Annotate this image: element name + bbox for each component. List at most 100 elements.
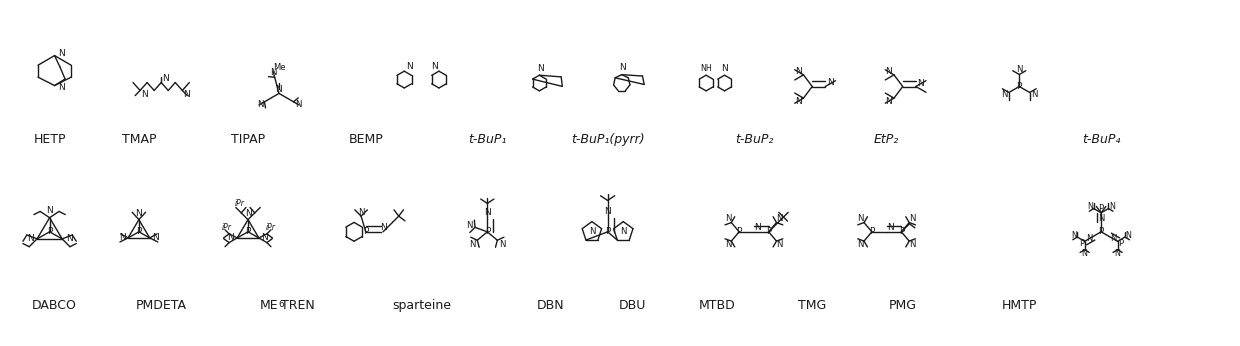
Text: N: N	[1109, 202, 1115, 211]
Text: N: N	[184, 90, 190, 99]
Text: N: N	[1081, 249, 1087, 258]
Text: NH: NH	[701, 64, 712, 73]
Text: N: N	[119, 234, 125, 243]
Text: N: N	[909, 240, 915, 249]
Text: N: N	[858, 214, 864, 223]
Text: N: N	[1030, 91, 1037, 100]
Text: DABCO: DABCO	[32, 299, 77, 312]
Text: P: P	[869, 227, 874, 236]
Text: N: N	[795, 97, 802, 106]
Text: N: N	[153, 234, 159, 243]
Text: P: P	[1118, 239, 1123, 248]
Text: N: N	[262, 234, 268, 243]
Text: BEMP: BEMP	[348, 133, 383, 146]
Text: N: N	[795, 67, 802, 76]
Text: N: N	[1097, 214, 1105, 223]
Text: N: N	[470, 239, 476, 248]
Text: N: N	[776, 214, 782, 223]
Text: N: N	[1126, 230, 1131, 239]
Text: N: N	[358, 208, 365, 217]
Text: N: N	[755, 223, 761, 232]
Text: N: N	[1115, 249, 1121, 258]
Text: N: N	[379, 223, 387, 232]
Text: N: N	[295, 100, 301, 109]
Text: TREN: TREN	[281, 299, 315, 312]
Text: MTBD: MTBD	[698, 299, 735, 312]
Text: P: P	[899, 227, 904, 236]
Text: P: P	[136, 227, 141, 236]
Text: N: N	[604, 207, 611, 216]
Text: N: N	[620, 227, 626, 236]
Text: Me: Me	[273, 63, 285, 72]
Text: iPr: iPr	[234, 199, 244, 208]
Text: TIPAP: TIPAP	[231, 133, 265, 146]
Text: HMTP: HMTP	[1002, 299, 1037, 312]
Text: N: N	[1110, 234, 1116, 243]
Text: sparteine: sparteine	[392, 299, 451, 312]
Text: N: N	[885, 97, 893, 106]
Text: N: N	[227, 234, 233, 243]
Text: t-BuP₁: t-BuP₁	[469, 133, 506, 146]
Text: N: N	[1016, 65, 1023, 74]
Text: N: N	[140, 90, 148, 99]
Text: N: N	[66, 234, 72, 243]
Text: DBU: DBU	[619, 299, 646, 312]
Text: N: N	[1002, 91, 1008, 100]
Text: N: N	[1087, 202, 1094, 211]
Text: iPr: iPr	[222, 223, 232, 232]
Text: N: N	[776, 240, 782, 249]
Text: EtP₂: EtP₂	[874, 133, 899, 146]
Text: N: N	[885, 67, 893, 76]
Text: P: P	[363, 227, 368, 236]
Text: P: P	[1017, 82, 1022, 91]
Text: N: N	[244, 209, 252, 218]
Text: N: N	[270, 68, 277, 77]
Text: N: N	[498, 239, 505, 248]
Text: N: N	[918, 79, 924, 88]
Text: P: P	[246, 227, 250, 236]
Text: N: N	[58, 83, 64, 92]
Text: P: P	[605, 227, 610, 236]
Text: N: N	[27, 234, 33, 243]
Text: PMG: PMG	[889, 299, 916, 312]
Text: N: N	[620, 63, 626, 72]
Text: N: N	[46, 206, 53, 215]
Text: N: N	[162, 74, 169, 83]
Text: DBN: DBN	[537, 299, 564, 312]
Text: N: N	[1071, 230, 1076, 239]
Text: N: N	[1086, 234, 1092, 243]
Text: N: N	[275, 85, 283, 94]
Text: N: N	[909, 214, 915, 223]
Text: P: P	[1099, 227, 1104, 236]
Text: N: N	[725, 240, 732, 249]
Text: N: N	[537, 64, 543, 73]
Text: PMDETA: PMDETA	[135, 299, 187, 312]
Text: P: P	[485, 227, 490, 236]
Text: t-BuP₂: t-BuP₂	[735, 133, 773, 146]
Text: N: N	[58, 49, 64, 58]
Text: iPr: iPr	[267, 223, 277, 232]
Text: N: N	[725, 214, 732, 223]
Text: N: N	[257, 100, 263, 109]
Text: P: P	[1099, 204, 1104, 213]
Text: 6: 6	[279, 300, 284, 309]
Text: HETP: HETP	[33, 133, 66, 146]
Text: N: N	[432, 62, 438, 71]
Text: ME: ME	[260, 299, 279, 312]
Text: N: N	[135, 209, 143, 218]
Text: N: N	[888, 223, 894, 232]
Text: TMG: TMG	[799, 299, 826, 312]
Text: P: P	[766, 227, 771, 236]
Text: t-BuP₄: t-BuP₄	[1083, 133, 1120, 146]
Text: N: N	[466, 221, 472, 230]
Text: N: N	[405, 62, 413, 71]
Text: P: P	[737, 227, 742, 236]
Text: TMAP: TMAP	[122, 133, 156, 146]
Text: N: N	[589, 227, 595, 236]
Text: N: N	[484, 208, 491, 217]
Text: N: N	[722, 64, 728, 73]
Text: P: P	[1079, 239, 1084, 248]
Text: N: N	[858, 240, 864, 249]
Text: P: P	[47, 227, 52, 236]
Text: t-BuP₁(pyrr): t-BuP₁(pyrr)	[570, 133, 645, 146]
